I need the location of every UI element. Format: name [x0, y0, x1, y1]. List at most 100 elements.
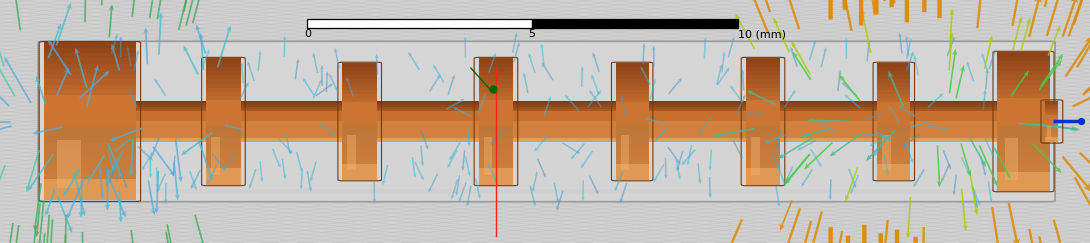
- Bar: [44, 195, 136, 200]
- Bar: [479, 134, 513, 138]
- Bar: [342, 86, 377, 90]
- Bar: [342, 160, 377, 164]
- Bar: [1045, 131, 1058, 132]
- Bar: [616, 102, 649, 106]
- Bar: [746, 147, 780, 151]
- Bar: [746, 138, 780, 143]
- Bar: [877, 98, 910, 102]
- Bar: [342, 176, 377, 180]
- Bar: [342, 102, 377, 106]
- Bar: [44, 48, 136, 53]
- Bar: [746, 92, 780, 96]
- Bar: [616, 78, 649, 83]
- Bar: [877, 141, 910, 145]
- Bar: [746, 87, 780, 92]
- Bar: [877, 172, 910, 176]
- Bar: [479, 104, 513, 109]
- Bar: [342, 94, 377, 98]
- Bar: [746, 180, 780, 185]
- Bar: [44, 95, 136, 100]
- Bar: [616, 86, 649, 90]
- Bar: [997, 107, 1050, 112]
- Bar: [44, 163, 136, 169]
- Bar: [206, 134, 241, 138]
- Bar: [136, 125, 997, 128]
- Bar: [616, 141, 649, 145]
- Bar: [342, 156, 377, 160]
- Bar: [616, 168, 649, 172]
- Text: 0: 0: [304, 29, 311, 39]
- Bar: [44, 105, 136, 111]
- Bar: [877, 164, 910, 168]
- Bar: [877, 133, 910, 137]
- Bar: [479, 130, 513, 134]
- Bar: [136, 117, 997, 120]
- Bar: [1045, 138, 1058, 139]
- Bar: [746, 96, 780, 100]
- Bar: [206, 180, 241, 185]
- Bar: [616, 156, 649, 160]
- Bar: [342, 129, 377, 133]
- Bar: [44, 184, 136, 190]
- Bar: [206, 96, 241, 100]
- Bar: [1045, 101, 1058, 102]
- Bar: [479, 100, 513, 105]
- Bar: [44, 53, 136, 58]
- Bar: [877, 160, 910, 164]
- Bar: [1045, 112, 1058, 113]
- Bar: [206, 163, 241, 168]
- Bar: [342, 71, 377, 75]
- Bar: [616, 145, 649, 149]
- Bar: [479, 159, 513, 164]
- Bar: [746, 62, 780, 67]
- Bar: [206, 172, 241, 176]
- Bar: [746, 104, 780, 109]
- Bar: [206, 155, 241, 159]
- Bar: [616, 117, 649, 122]
- Bar: [136, 119, 997, 122]
- Bar: [746, 67, 780, 71]
- Bar: [479, 125, 513, 130]
- Bar: [342, 137, 377, 141]
- Bar: [44, 84, 136, 90]
- Bar: [997, 89, 1050, 94]
- Bar: [44, 74, 136, 79]
- Bar: [44, 58, 136, 64]
- Bar: [44, 111, 136, 116]
- Bar: [1045, 119, 1058, 120]
- Bar: [997, 117, 1050, 122]
- Bar: [136, 113, 997, 115]
- Bar: [136, 111, 997, 113]
- Bar: [206, 83, 241, 88]
- Bar: [620, 136, 629, 171]
- Bar: [44, 158, 136, 164]
- Bar: [479, 87, 513, 92]
- Bar: [58, 140, 81, 188]
- Bar: [479, 79, 513, 84]
- Bar: [877, 129, 910, 133]
- Bar: [479, 109, 513, 113]
- Bar: [616, 106, 649, 110]
- Bar: [997, 177, 1050, 182]
- Bar: [1045, 116, 1058, 117]
- Bar: [136, 105, 997, 107]
- Bar: [746, 176, 780, 181]
- Bar: [746, 172, 780, 176]
- Bar: [342, 82, 377, 87]
- Bar: [44, 137, 136, 143]
- Bar: [342, 67, 377, 71]
- Bar: [136, 115, 997, 117]
- Bar: [307, 19, 532, 28]
- Bar: [206, 130, 241, 134]
- Bar: [479, 92, 513, 96]
- Bar: [1045, 130, 1058, 131]
- Bar: [616, 75, 649, 79]
- Bar: [342, 63, 377, 67]
- Bar: [479, 58, 513, 62]
- Bar: [206, 100, 241, 105]
- Bar: [479, 138, 513, 143]
- Bar: [342, 168, 377, 172]
- Bar: [206, 58, 241, 62]
- Bar: [616, 71, 649, 75]
- Bar: [479, 71, 513, 75]
